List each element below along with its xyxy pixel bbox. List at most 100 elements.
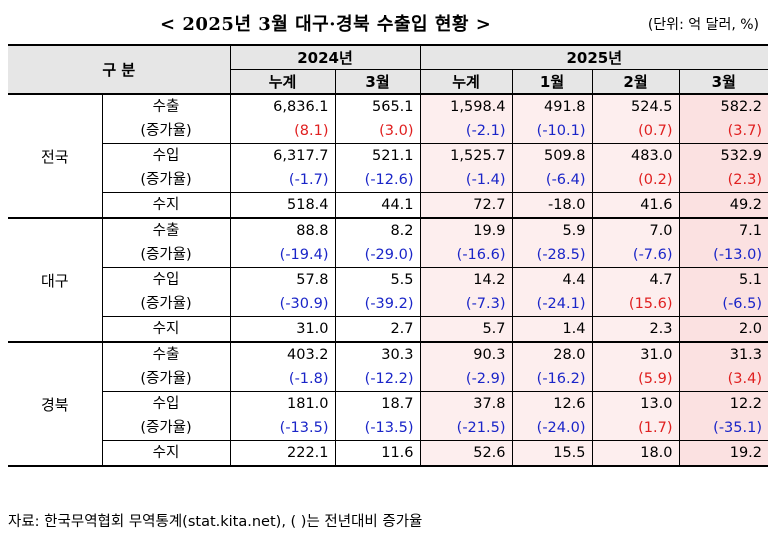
table-row: 대구 수출 88.8 8.2 19.9 5.9 7.0 7.1 xyxy=(8,218,769,343)
growth-cell: (-16.2) xyxy=(511,367,593,392)
value-cell: 403.2 xyxy=(229,342,336,367)
growth-cell: (3.7) xyxy=(678,119,769,144)
growth-cell: (-12.6) xyxy=(334,168,421,193)
growth-cell: (-2.9) xyxy=(419,367,513,392)
growth-cell: (1.7) xyxy=(591,416,680,441)
header-2025: 2025년 xyxy=(419,44,769,70)
balance-cell: 2.3 xyxy=(591,316,680,343)
table-row: 전국 수출 6,836.1 565.1 1,598.4 491.8 524.5 582.2 xyxy=(8,94,769,219)
table-row: 수입 181.0 18.7 37.8 12.6 13.0 12.2 xyxy=(8,391,769,416)
value-cell: 18.7 xyxy=(334,391,421,416)
table-row: (증가율) (-30.9) (-39.2) (-7.3) (-24.1) (15.6) (-… xyxy=(8,292,769,317)
region-label: 경북 xyxy=(8,342,102,467)
row-label: 수출 xyxy=(101,94,231,119)
growth-cell: (-7.3) xyxy=(419,292,513,317)
row-label: 수입 xyxy=(101,267,231,292)
row-label: (증가율) xyxy=(101,416,231,441)
table-row: (증가율) (-1.7) (-12.6) (-1.4) (-6.4) (0.2) (2.3) xyxy=(8,168,769,193)
growth-cell: (-30.9) xyxy=(229,292,336,317)
growth-cell: (-13.5) xyxy=(334,416,421,441)
table-row: 수입 57.8 5.5 14.2 4.4 4.7 5.1 xyxy=(8,267,769,292)
table-row: 경북 수출 403.2 30.3 90.3 28.0 31.0 31.3 xyxy=(8,342,769,467)
growth-cell: (3.0) xyxy=(334,119,421,144)
value-cell: 14.2 xyxy=(419,267,513,292)
value-cell: 7.1 xyxy=(678,218,769,243)
balance-cell: 41.6 xyxy=(591,192,680,219)
table-row: (증가율) (8.1) (3.0) (-2.1) (-10.1) (0.7) (3.7) xyxy=(8,119,769,144)
balance-cell: 15.5 xyxy=(511,440,593,467)
balance-cell: 49.2 xyxy=(678,192,769,219)
row-label: 수입 xyxy=(101,391,231,416)
balance-cell: 11.6 xyxy=(334,440,421,467)
growth-cell: (-24.1) xyxy=(511,292,593,317)
col-header: 3월 xyxy=(334,69,421,95)
growth-cell: (2.3) xyxy=(678,168,769,193)
table-row: 수지 31.0 2.7 5.7 1.4 2.3 2.0 xyxy=(8,316,769,343)
value-cell: 28.0 xyxy=(511,342,593,367)
growth-cell: (8.1) xyxy=(229,119,336,144)
table-row: 수지 518.4 44.1 72.7 -18.0 41.6 49.2 xyxy=(8,192,769,219)
page-title: < 2025년 3월 대구·경북 수출입 현황 > xyxy=(160,14,492,35)
growth-cell: (-1.7) xyxy=(229,168,336,193)
balance-cell: 222.1 xyxy=(229,440,336,467)
row-label: (증가율) xyxy=(101,119,231,144)
growth-cell: (-24.0) xyxy=(511,416,593,441)
value-cell: 5.5 xyxy=(334,267,421,292)
value-cell: 6,836.1 xyxy=(229,94,336,119)
balance-cell: 518.4 xyxy=(229,192,336,219)
growth-cell: (-28.5) xyxy=(511,243,593,268)
growth-cell: (-10.1) xyxy=(511,119,593,144)
growth-cell: (-6.5) xyxy=(678,292,769,317)
value-cell: 1,598.4 xyxy=(419,94,513,119)
value-cell: 532.9 xyxy=(678,143,769,168)
value-cell: 37.8 xyxy=(419,391,513,416)
row-label: 수지 xyxy=(101,192,231,219)
unit-note: (단위: 억 달러, %) xyxy=(647,17,759,33)
trade-table: 구 분 2024년 2025년 누계 3월 누계 1월 2월 3월 전국 수출 6,… xyxy=(8,44,769,467)
col-header: 1월 xyxy=(511,69,593,95)
value-cell: 524.5 xyxy=(591,94,680,119)
value-cell: 4.7 xyxy=(591,267,680,292)
value-cell: 1,525.7 xyxy=(419,143,513,168)
value-cell: 31.3 xyxy=(678,342,769,367)
region-label: 대구 xyxy=(8,218,102,343)
growth-cell: (-19.4) xyxy=(229,243,336,268)
table-row: (증가율) (-19.4) (-29.0) (-16.6) (-28.5) (-7.6)(… xyxy=(8,243,769,268)
growth-cell: (-13.5) xyxy=(229,416,336,441)
balance-cell: 19.2 xyxy=(678,440,769,467)
growth-cell: (-29.0) xyxy=(334,243,421,268)
value-cell: 31.0 xyxy=(591,342,680,367)
balance-cell: -18.0 xyxy=(511,192,593,219)
table-row: 수지 222.1 11.6 52.6 15.5 18.0 19.2 xyxy=(8,440,769,467)
header-gubun: 구 분 xyxy=(8,44,231,95)
value-cell: 88.8 xyxy=(229,218,336,243)
growth-cell: (5.9) xyxy=(591,367,680,392)
value-cell: 483.0 xyxy=(591,143,680,168)
value-cell: 5.9 xyxy=(511,218,593,243)
title-bar: < 2025년 3월 대구·경북 수출입 현황 > (단위: 억 달러, %) xyxy=(0,10,781,36)
row-label: (증가율) xyxy=(101,367,231,392)
value-cell: 6,317.7 xyxy=(229,143,336,168)
row-label: 수출 xyxy=(101,218,231,243)
value-cell: 19.9 xyxy=(419,218,513,243)
row-label: (증가율) xyxy=(101,292,231,317)
col-header: 3월 xyxy=(678,69,769,95)
table-row: (증가율) (-1.8) (-12.2) (-2.9) (-16.2) (5.9) (3.4… xyxy=(8,367,769,392)
value-cell: 491.8 xyxy=(511,94,593,119)
value-cell: 521.1 xyxy=(334,143,421,168)
value-cell: 12.6 xyxy=(511,391,593,416)
growth-cell: (-7.6) xyxy=(591,243,680,268)
growth-cell: (-21.5) xyxy=(419,416,513,441)
growth-cell: (-6.4) xyxy=(511,168,593,193)
row-label: (증가율) xyxy=(101,243,231,268)
value-cell: 30.3 xyxy=(334,342,421,367)
value-cell: 5.1 xyxy=(678,267,769,292)
value-cell: 90.3 xyxy=(419,342,513,367)
col-header: 누계 xyxy=(229,69,336,95)
value-cell: 8.2 xyxy=(334,218,421,243)
growth-cell: (-12.2) xyxy=(334,367,421,392)
table-row: (증가율) (-13.5) (-13.5) (-21.5) (-24.0) (1.7) (-… xyxy=(8,416,769,441)
growth-cell: (-35.1) xyxy=(678,416,769,441)
growth-cell: (-39.2) xyxy=(334,292,421,317)
growth-cell: (3.4) xyxy=(678,367,769,392)
